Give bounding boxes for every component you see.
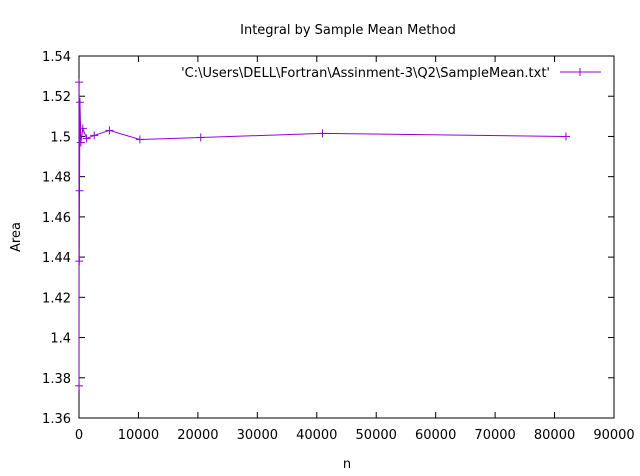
data-point (75, 186, 84, 195)
y-tick-label: 1.36 (42, 412, 71, 427)
data-point (135, 135, 144, 144)
chart-title: Integral by Sample Mean Method (240, 23, 456, 38)
data-point (318, 129, 327, 138)
data-point (561, 132, 570, 141)
data-point (75, 381, 84, 390)
x-axis-ticks: 0 10000 20000 30000 40000 50000 60000 70000 8000… (75, 56, 635, 443)
y-tick-label: 1.48 (42, 171, 71, 186)
y-tick-label: 1.4 (50, 332, 71, 347)
legend-series-label: 'C:\Users\DELL\Fortran\Assinment-3\Q2\Sa… (181, 66, 550, 81)
y-axis-ticks: 1.36 1.38 1.4 1.42 1.44 1.46 1.48 1.5 1.52 1.54 (42, 50, 614, 427)
data-point (196, 133, 205, 142)
x-tick-label: 60000 (415, 428, 456, 443)
legend: 'C:\Users\DELL\Fortran\Assinment-3\Q2\Sa… (181, 66, 601, 81)
legend-series-marker (576, 68, 584, 76)
y-axis-label: Area (9, 222, 24, 252)
data-point (105, 126, 114, 135)
data-point (75, 78, 84, 87)
y-tick-label: 1.42 (42, 291, 71, 306)
y-tick-label: 1.54 (42, 50, 71, 65)
y-tick-label: 1.52 (42, 90, 71, 105)
x-tick-label: 20000 (177, 428, 218, 443)
x-tick-label: 50000 (356, 428, 397, 443)
data-point (75, 257, 84, 266)
data-point (75, 98, 84, 107)
x-axis-label: n (343, 457, 351, 472)
x-tick-label: 0 (75, 428, 83, 443)
data-point (82, 134, 91, 143)
y-tick-label: 1.38 (42, 372, 71, 387)
y-tick-label: 1.44 (42, 251, 71, 266)
x-tick-label: 80000 (534, 428, 575, 443)
data-point (76, 138, 85, 147)
x-tick-label: 90000 (593, 428, 634, 443)
x-tick-label: 40000 (296, 428, 337, 443)
x-tick-label: 70000 (474, 428, 515, 443)
y-tick-label: 1.46 (42, 211, 71, 226)
series-line (78, 82, 566, 386)
series-layer (75, 78, 570, 390)
x-tick-label: 10000 (118, 428, 159, 443)
data-point (90, 131, 99, 140)
plot-frame (78, 55, 615, 419)
x-tick-label: 30000 (237, 428, 278, 443)
y-tick-label: 1.5 (50, 130, 71, 145)
data-point (78, 124, 87, 133)
